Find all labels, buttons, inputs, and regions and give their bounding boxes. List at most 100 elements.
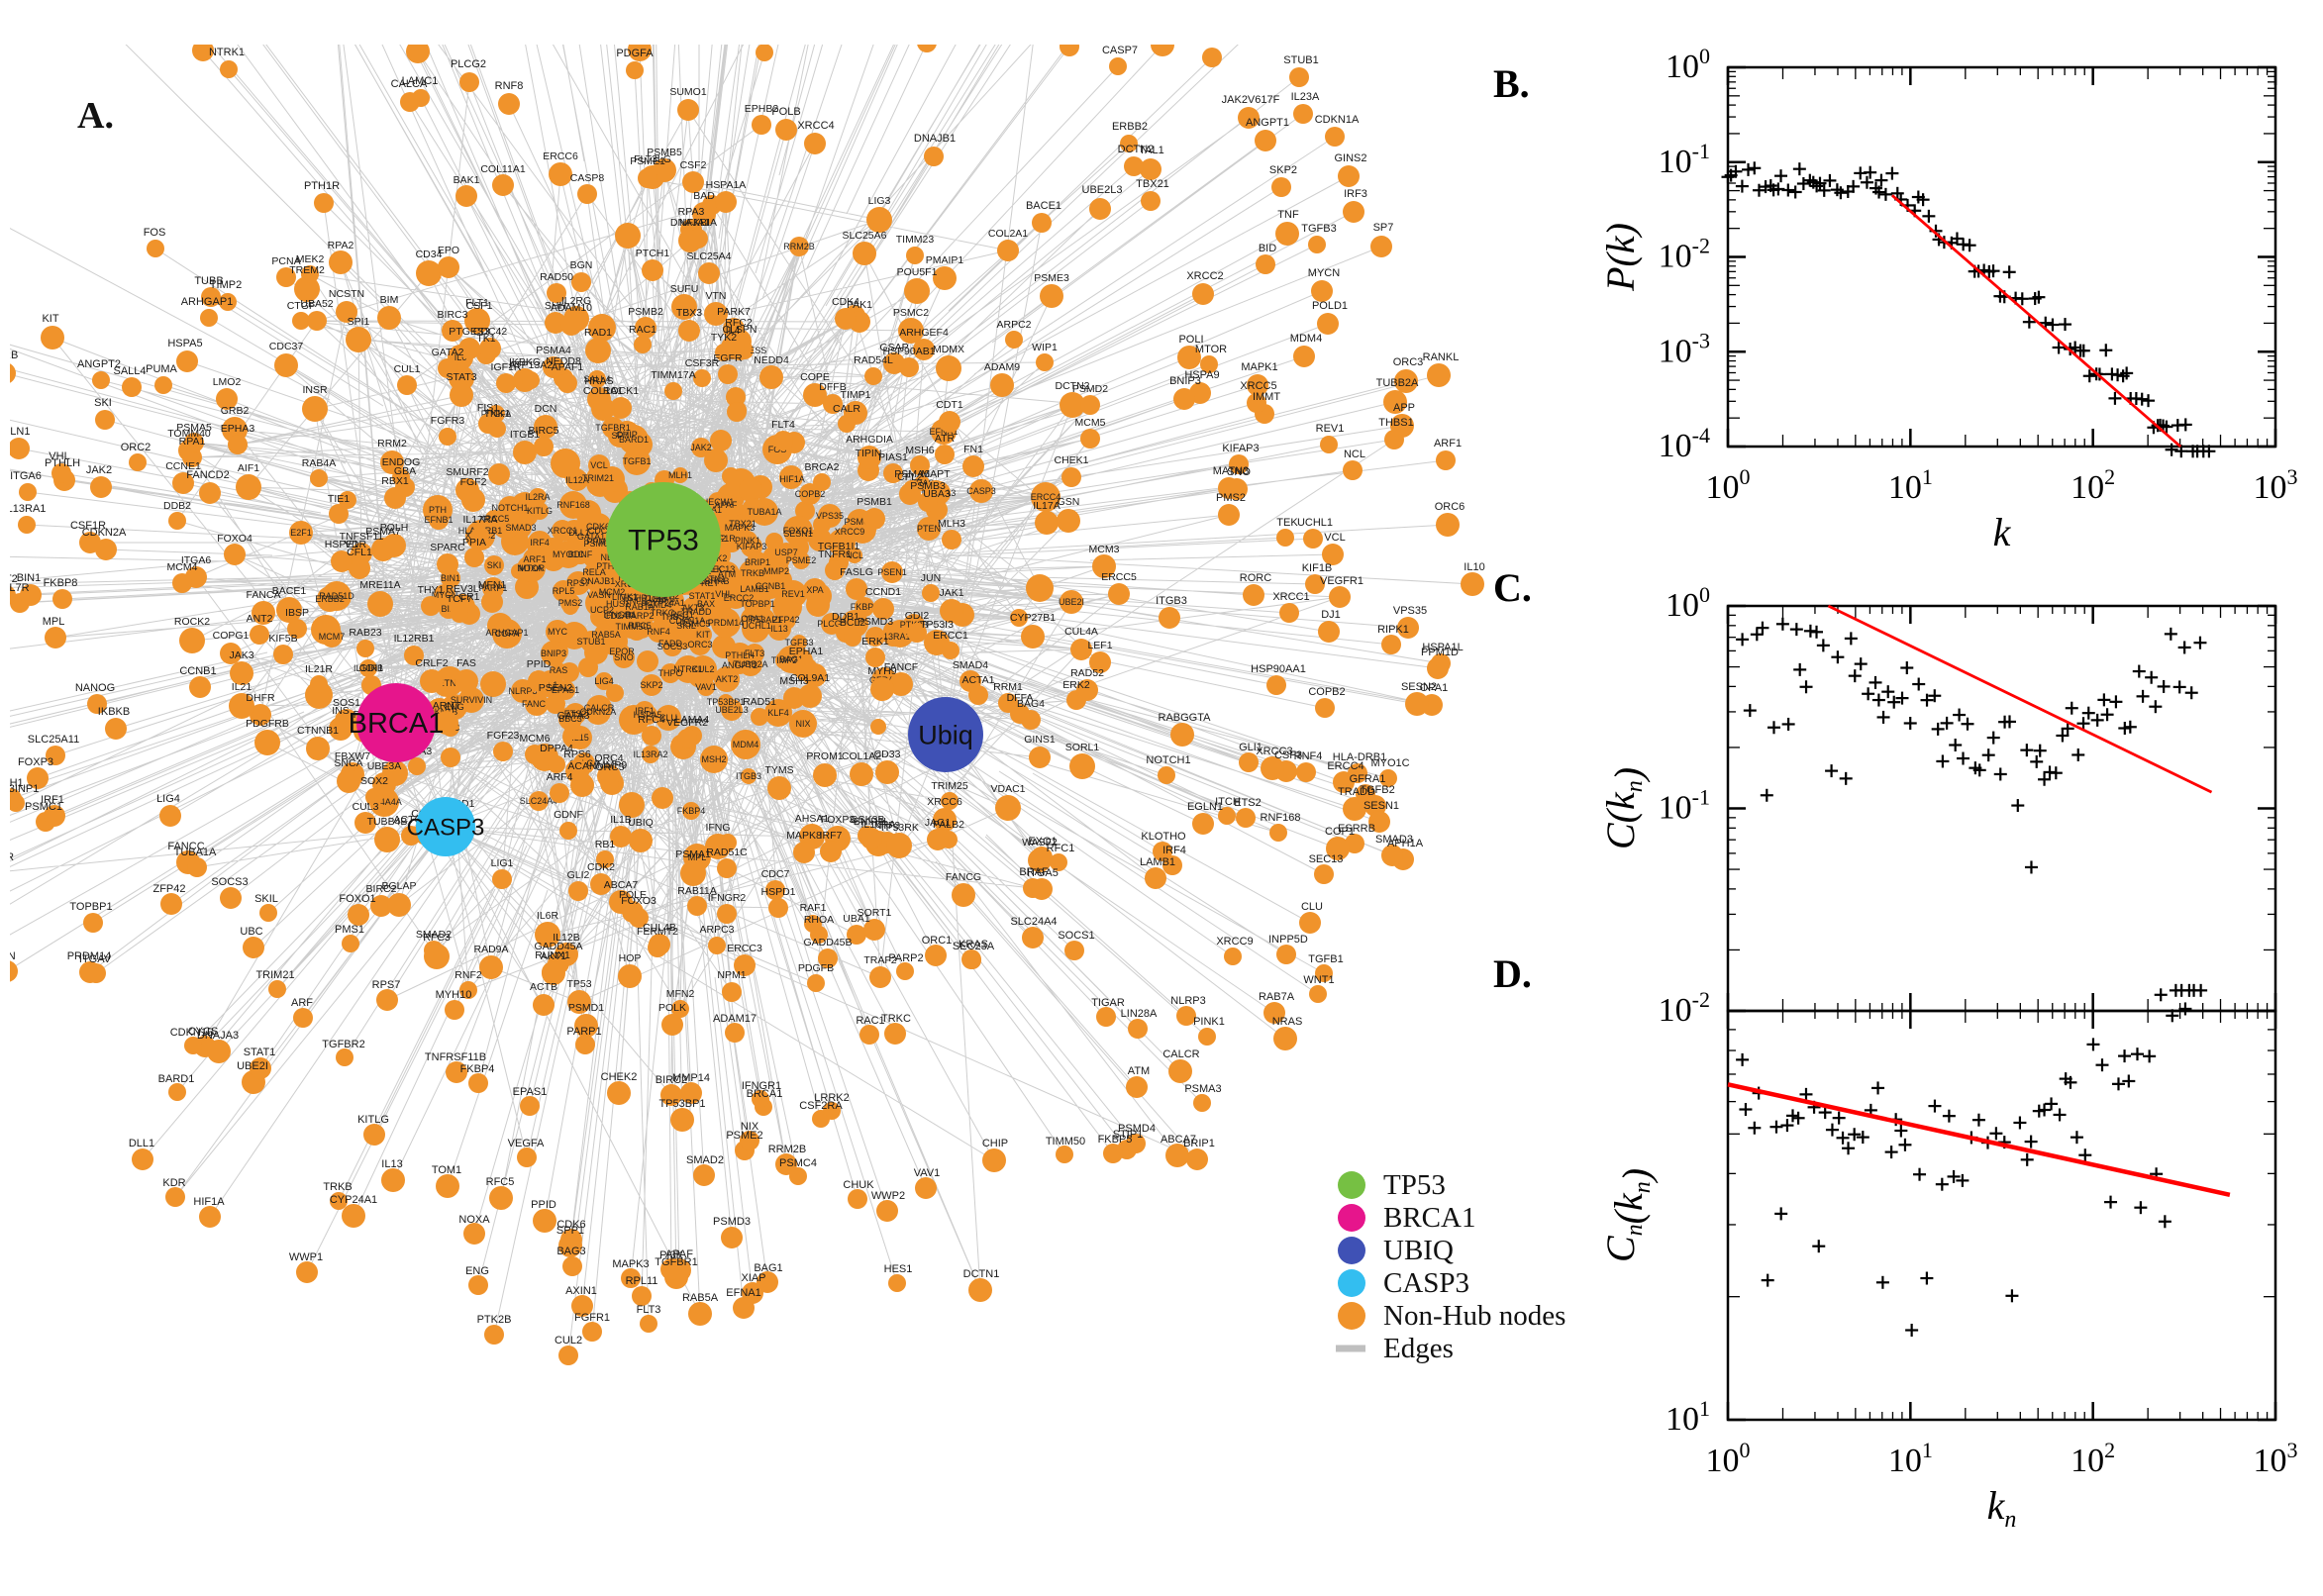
svg-text:XRCC6: XRCC6	[927, 796, 962, 808]
svg-text:CASP3: CASP3	[407, 814, 485, 841]
svg-text:RFC3: RFC3	[423, 932, 451, 944]
svg-text:IRF7: IRF7	[820, 830, 843, 842]
svg-text:NTRK1: NTRK1	[673, 664, 703, 674]
svg-text:GADD45B: GADD45B	[803, 937, 852, 948]
svg-text:TNFRSF11B: TNFRSF11B	[425, 1051, 486, 1063]
svg-text:CALCR: CALCR	[1162, 1048, 1199, 1060]
svg-text:SOCS3: SOCS3	[657, 642, 688, 651]
svg-text:BRCA1: BRCA1	[1383, 1202, 1475, 1234]
svg-text:RPS7: RPS7	[372, 979, 401, 991]
svg-text:CHIP: CHIP	[982, 1138, 1008, 1149]
svg-text:GFRA1: GFRA1	[1350, 773, 1386, 785]
svg-text:PSMA4: PSMA4	[536, 345, 571, 356]
svg-text:PMS2: PMS2	[558, 598, 583, 608]
svg-text:FGFR3: FGFR3	[431, 415, 465, 427]
svg-text:CDKN1B: CDKN1B	[170, 1027, 215, 1039]
svg-text:MYCN: MYCN	[1308, 267, 1340, 279]
svg-text:PDGFA: PDGFA	[616, 48, 654, 59]
svg-text:EPHA1: EPHA1	[789, 646, 824, 657]
svg-text:IKBKB: IKBKB	[98, 706, 130, 718]
svg-text:CDC42: CDC42	[473, 326, 508, 338]
svg-text:PSMD2: PSMD2	[1072, 383, 1108, 395]
svg-text:IGF1R: IGF1R	[491, 361, 522, 373]
svg-text:MYO1C: MYO1C	[553, 549, 585, 559]
svg-text:MSH2: MSH2	[701, 754, 726, 764]
svg-text:RAD51C: RAD51C	[706, 847, 748, 858]
svg-text:POLB: POLB	[771, 106, 800, 118]
svg-text:BACE1: BACE1	[1026, 200, 1061, 212]
svg-text:100: 100	[1706, 464, 1751, 506]
svg-text:KIFAP3: KIFAP3	[1222, 443, 1259, 454]
svg-text:HSPE1: HSPE1	[325, 539, 359, 550]
svg-text:PSME1: PSME1	[630, 155, 665, 167]
svg-text:BIRC3: BIRC3	[438, 309, 468, 321]
svg-text:MAPK3: MAPK3	[612, 1258, 649, 1270]
svg-text:RNF168: RNF168	[1261, 812, 1301, 824]
svg-text:FANCD2: FANCD2	[186, 469, 229, 481]
svg-text:ITGA5: ITGA5	[1027, 867, 1059, 879]
svg-text:CASP3: CASP3	[966, 486, 996, 496]
svg-text:BRCA1: BRCA1	[349, 708, 445, 740]
svg-text:RPL11: RPL11	[626, 1275, 658, 1287]
svg-text:NOTCH1: NOTCH1	[491, 503, 528, 513]
svg-text:SMAD3: SMAD3	[505, 523, 536, 533]
svg-text:FLT3: FLT3	[637, 1304, 661, 1316]
svg-text:MCM5: MCM5	[1075, 417, 1106, 429]
svg-text:FERMT2: FERMT2	[637, 926, 678, 938]
svg-text:RNF168: RNF168	[556, 500, 590, 510]
svg-text:SPP1: SPP1	[556, 1225, 584, 1237]
svg-text:IL23A: IL23A	[1291, 91, 1320, 103]
svg-text:TNFR1: TNFR1	[818, 549, 852, 560]
svg-text:SLC24A4: SLC24A4	[1010, 916, 1057, 928]
svg-text:PSMA5: PSMA5	[176, 422, 212, 434]
svg-text:STAT3: STAT3	[446, 371, 476, 383]
svg-text:XRCC3: XRCC3	[1256, 746, 1292, 757]
svg-text:VEGFA: VEGFA	[508, 1138, 545, 1149]
svg-text:Edges: Edges	[1383, 1333, 1454, 1364]
svg-text:VEGFR2: VEGFR2	[666, 717, 708, 729]
svg-text:ARF1: ARF1	[523, 554, 546, 564]
svg-text:RRM2: RRM2	[377, 438, 407, 449]
svg-text:RPL5: RPL5	[553, 586, 575, 596]
svg-text:EPO: EPO	[438, 245, 459, 256]
svg-text:TUBB2A: TUBB2A	[1376, 377, 1419, 389]
svg-text:HSPD1: HSPD1	[760, 886, 795, 898]
svg-text:ARHGDIA: ARHGDIA	[846, 434, 893, 446]
svg-text:ORC2: ORC2	[121, 442, 152, 453]
svg-text:ERCC2: ERCC2	[724, 593, 755, 603]
svg-text:GBA: GBA	[394, 465, 416, 477]
svg-text:TOM1: TOM1	[432, 1164, 461, 1176]
svg-text:PPID: PPID	[531, 1199, 556, 1211]
svg-text:LIG4: LIG4	[594, 676, 614, 686]
svg-text:POLE: POLE	[619, 889, 647, 901]
svg-text:PDGFB: PDGFB	[798, 962, 834, 974]
svg-text:BAG3: BAG3	[556, 1246, 585, 1257]
svg-text:DLL1: DLL1	[568, 528, 590, 538]
svg-text:IL6R: IL6R	[537, 910, 559, 922]
svg-text:ARPC3: ARPC3	[699, 924, 734, 936]
svg-text:VHL: VHL	[49, 450, 69, 462]
svg-text:Non-Hub nodes: Non-Hub nodes	[1383, 1300, 1566, 1332]
svg-text:CASP7: CASP7	[1102, 45, 1138, 56]
svg-text:TGFB1: TGFB1	[1308, 953, 1343, 965]
svg-text:RAD51D: RAD51D	[319, 591, 354, 601]
svg-text:RNF4: RNF4	[1294, 750, 1323, 762]
svg-text:NRAS: NRAS	[1272, 1016, 1303, 1028]
svg-text:102: 102	[2070, 464, 2115, 506]
svg-text:PSEN1: PSEN1	[877, 567, 907, 577]
svg-text:10-2: 10-2	[1659, 987, 1710, 1029]
svg-text:MTOR: MTOR	[1195, 344, 1227, 355]
svg-text:POU5F1: POU5F1	[897, 266, 938, 278]
svg-text:ERK2: ERK2	[1062, 679, 1090, 691]
svg-text:HSP90AB1: HSP90AB1	[882, 346, 935, 357]
svg-text:PSMA3: PSMA3	[1184, 1083, 1221, 1095]
svg-text:PTH: PTH	[429, 505, 447, 515]
svg-text:MYH9: MYH9	[867, 665, 896, 677]
svg-text:CHEK2: CHEK2	[601, 1071, 638, 1083]
svg-text:JAK2: JAK2	[86, 464, 112, 476]
svg-text:SUMO1: SUMO1	[669, 86, 707, 98]
svg-text:GATA2: GATA2	[432, 347, 464, 358]
svg-text:CASP8: CASP8	[570, 172, 605, 184]
svg-text:TEK: TEK	[1276, 517, 1298, 529]
svg-text:SORT1: SORT1	[858, 907, 892, 919]
